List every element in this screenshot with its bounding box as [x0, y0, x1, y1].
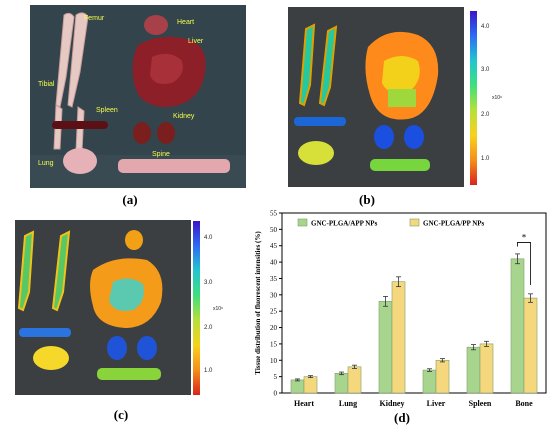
legend-swatch [297, 218, 308, 227]
fluorescence-drawing-b [288, 7, 464, 187]
y-tick-label: 35 [270, 275, 278, 283]
x-tick-label: Bone [515, 399, 533, 408]
y-tick-label: 40 [270, 259, 278, 267]
colorbar-c-tick: 2.0 [204, 325, 213, 331]
legend-label: GNC-PLGA/APP NPs [311, 220, 378, 228]
bar-pp [303, 376, 318, 394]
bar-app [422, 369, 437, 394]
y-tick-label: 0 [274, 390, 278, 398]
colorbar-c-tick: 1.0 [204, 368, 213, 374]
colorbar-b-tick: 2.0 [481, 112, 490, 118]
x-tick-label: Liver [427, 399, 446, 408]
bar-app [334, 373, 349, 394]
organ-label-spleen: Spleen [96, 107, 118, 114]
fluorescence-image-b [288, 7, 464, 187]
bar-pp [523, 297, 538, 394]
colorbar-b [470, 11, 477, 185]
panel-label-d: (d) [394, 410, 410, 425]
colorbar-c-unit: x10⁶ [213, 306, 224, 312]
significance-marker: * [522, 232, 527, 242]
organ-label-heart: Heart [177, 19, 195, 26]
x-tick-label: Heart [294, 399, 314, 408]
y-tick-label: 55 [270, 210, 278, 218]
bar-pp [479, 343, 494, 394]
fluorescence-drawing-c [15, 220, 191, 395]
y-tick-label: 15 [270, 340, 278, 348]
y-tick-label: 10 [270, 357, 278, 365]
y-tick-label: 25 [270, 308, 278, 316]
x-tick-label: Kidney [380, 399, 405, 408]
colorbar-b-tick: 3.0 [481, 67, 490, 73]
bar-app [466, 346, 481, 394]
legend-label: GNC-PLGA/PP NPs [423, 220, 485, 228]
y-tick-label: 5 [274, 373, 278, 381]
colorbar-b-unit: x10⁶ [492, 95, 503, 101]
organ-label-kidney: Kidney [173, 113, 195, 120]
organ-label-liver: Liver [188, 38, 204, 45]
organ-photograph [30, 5, 246, 188]
colorbar-c-tick: 3.0 [204, 280, 213, 286]
x-tick-label: Lung [339, 399, 357, 408]
y-tick-label: 20 [270, 324, 278, 332]
y-tick-label: 30 [270, 291, 278, 299]
y-tick-label: 50 [270, 226, 278, 234]
y-tick-label: 45 [270, 242, 278, 250]
colorbar-c [193, 221, 200, 395]
panel-label-a: (a) [122, 192, 138, 207]
colorbar-b-tick: 4.0 [481, 24, 490, 30]
significance-bracket [517, 242, 531, 285]
organ-photo-drawing [30, 5, 246, 188]
plot-frame [281, 212, 547, 394]
panel-label-c: (c) [113, 407, 129, 422]
organ-label-tibial: Tibial [38, 81, 55, 88]
legend-swatch [409, 218, 420, 227]
bar-app [290, 379, 305, 394]
colorbar-c-tick: 4.0 [204, 235, 213, 241]
bar-app [510, 258, 525, 394]
bar-pp [391, 281, 406, 394]
bar-pp [435, 359, 450, 394]
fluorescence-image-c [15, 220, 191, 395]
bar-app [378, 301, 393, 394]
organ-label-femur: Femur [84, 15, 105, 22]
colorbar-b-tick: 1.0 [481, 156, 490, 162]
organ-label-spine: Spine [152, 151, 170, 158]
bar-pp [347, 366, 362, 394]
organ-label-lung: Lung [38, 160, 54, 167]
bar-chart: 0 5 10 15 20 25 30 35 40 45 50 55 Tissue distributio… [254, 210, 547, 408]
y-axis-label: Tissue distribution of fluorescent inten… [254, 231, 262, 375]
panel-label-b: (b) [359, 192, 375, 207]
x-tick-label: Spleen [469, 399, 492, 408]
